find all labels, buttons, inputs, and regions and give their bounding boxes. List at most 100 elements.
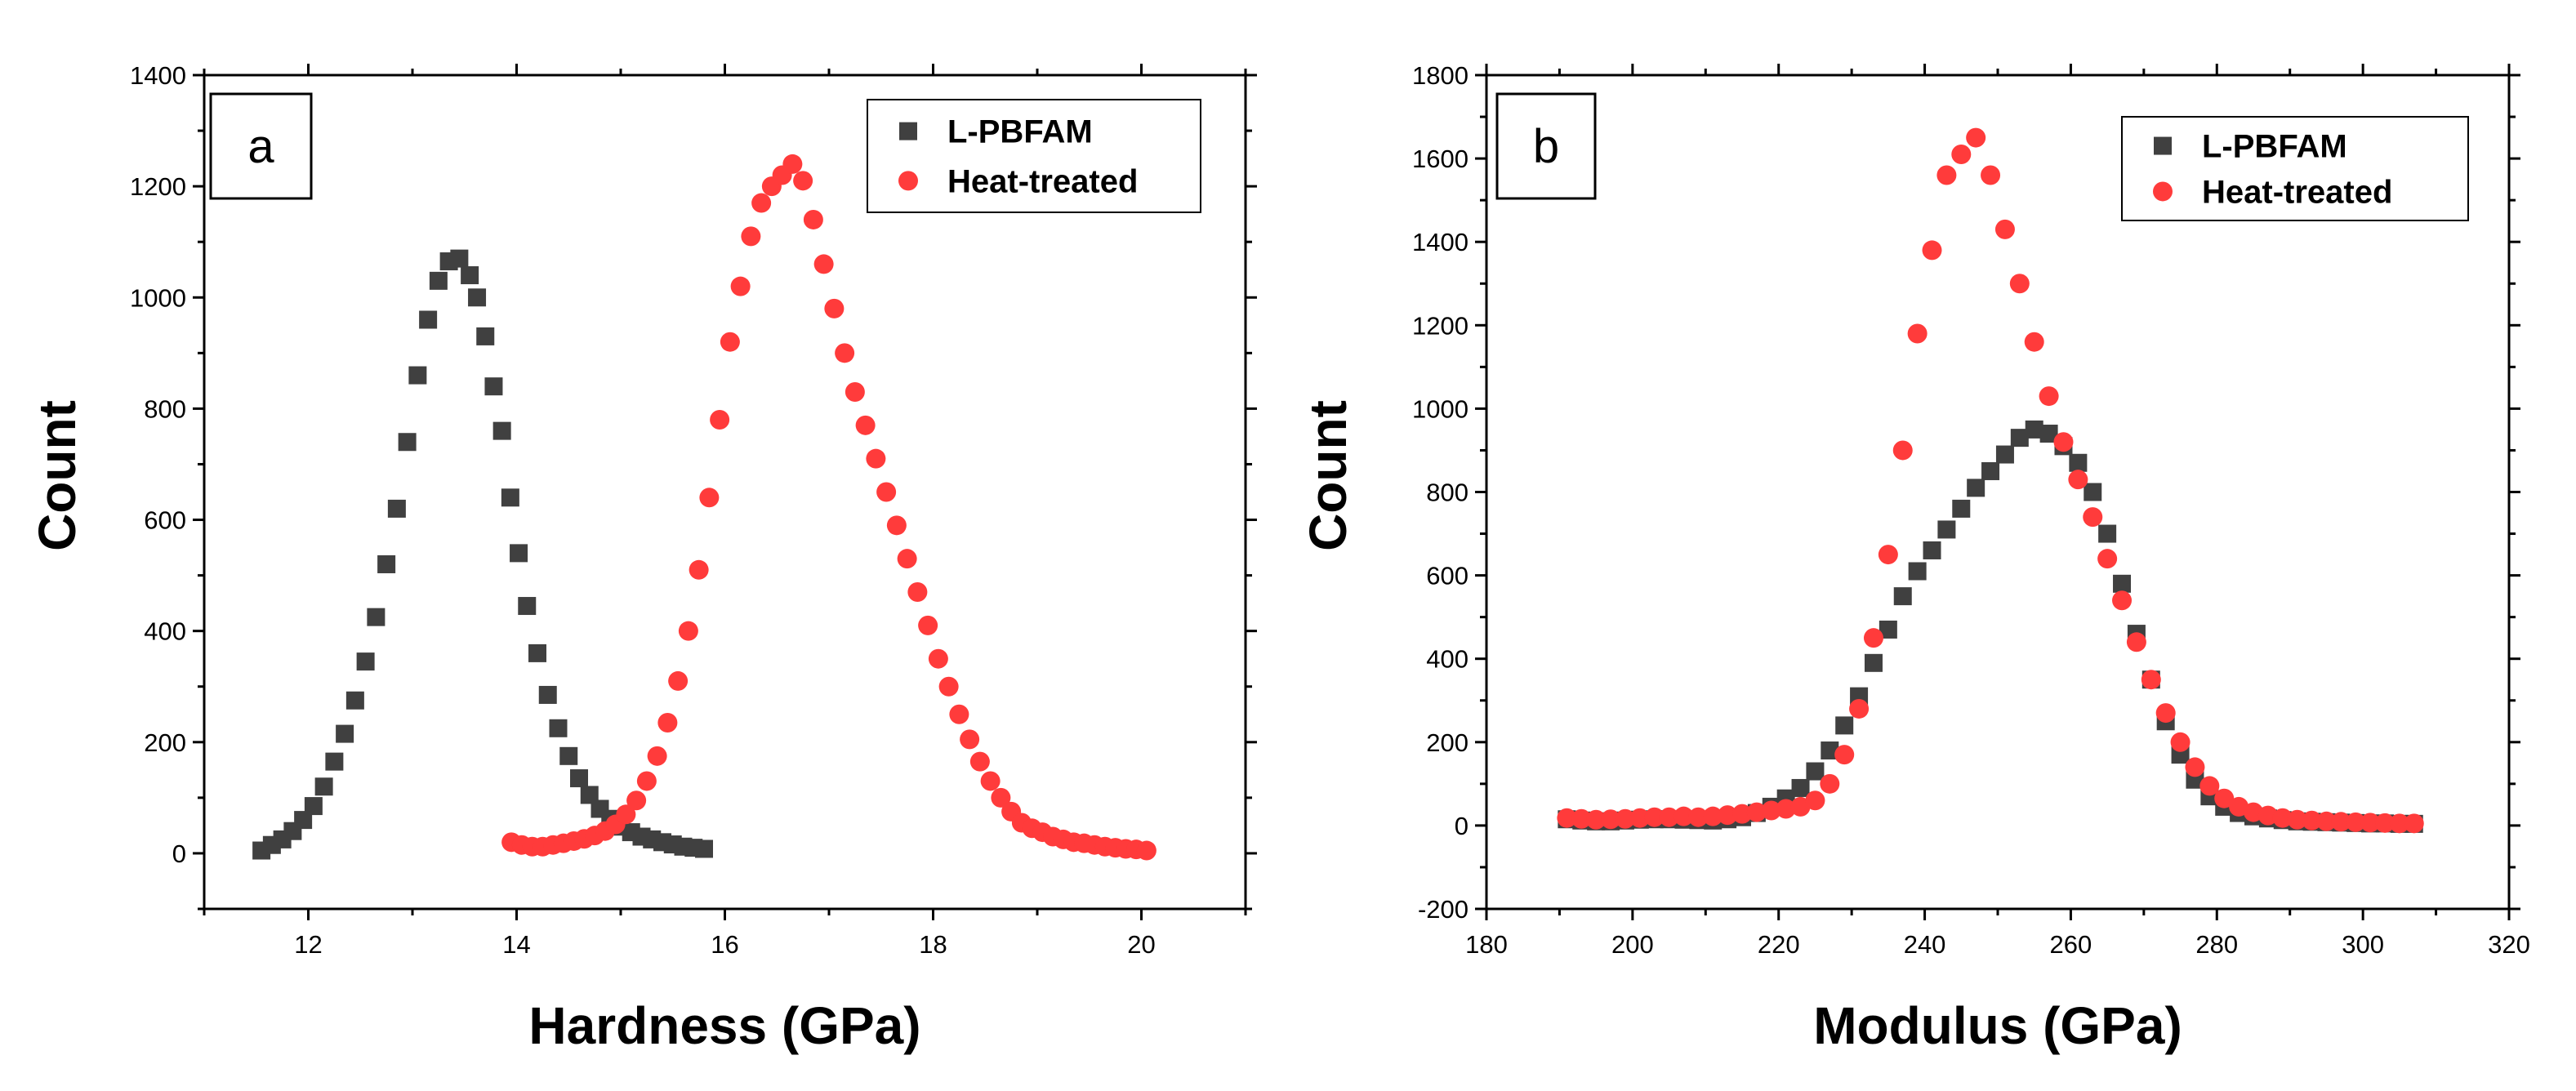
panel-a-series-l-pbfam (252, 249, 713, 860)
panel-b-point (1776, 799, 1796, 819)
panel-b-legend-label: Heat-treated (2202, 174, 2392, 210)
panel-a-point (835, 343, 855, 363)
panel-a-legend-label: L-PBFAM (947, 114, 1093, 150)
panel-a-x-tick-label: 12 (294, 930, 322, 959)
panel-b-point (1805, 790, 1825, 811)
panel-b-point (1907, 323, 1928, 344)
panel-b-point (2113, 574, 2132, 593)
panel-a-point (549, 719, 568, 737)
panel-b-point (2112, 590, 2133, 611)
panel-a-x-tick-label: 14 (502, 930, 530, 959)
panel-b-point (1849, 698, 1870, 719)
panel-b-ticks: 180 200 220 240 260 280 300 320 -200 0 200 400 600 80… (1412, 61, 2530, 959)
panel-b-point (2039, 386, 2059, 407)
panel-b-point (1981, 461, 2000, 480)
panel-b-point (2244, 802, 2263, 822)
panel-a-point (461, 266, 479, 285)
panel-a-legend-marker (898, 171, 918, 191)
panel-a-point (969, 751, 990, 772)
panel-b-x-tick-label: 280 (2195, 930, 2238, 959)
panel-b-point (1878, 545, 1898, 565)
panel-a-point (803, 209, 823, 229)
panel-b-point (2141, 670, 2161, 690)
panel-b-y-tick-label: 800 (1426, 479, 1468, 507)
panel-b-legend-marker (2153, 181, 2173, 202)
panel-a-point (559, 746, 578, 765)
panel-b-point (1923, 541, 1941, 559)
panel-a-point (1136, 840, 1157, 861)
panel-b-point (2097, 549, 2118, 569)
panel-b-point (1746, 802, 1767, 822)
panel-a-point (294, 811, 313, 830)
panel-b-point (2389, 813, 2409, 834)
panel-b-series-heat-treated (1557, 127, 2424, 834)
panel-b-y-tick-label: 0 (1455, 812, 1468, 840)
panel-a-point (960, 729, 980, 750)
panel-b-point (1994, 219, 2015, 239)
panel-b-y-tick-label: 1600 (1412, 145, 1468, 173)
panel-a-point (751, 193, 772, 213)
panel-a-point (699, 488, 720, 508)
panel-b-point (1732, 804, 1752, 824)
panel-a-point (813, 254, 834, 274)
panel-a-point (824, 298, 845, 318)
panel-b-point (1893, 587, 1912, 606)
panel-a-point (657, 712, 678, 733)
panel-a-point (492, 421, 511, 440)
panel-b-point (1952, 499, 1971, 518)
panel-a-point (636, 771, 657, 791)
panel-b-point (1937, 520, 1956, 539)
panel-a-y-tick-label: 0 (172, 839, 186, 868)
panel-a-point (580, 786, 599, 804)
panel-b-point (2068, 470, 2088, 490)
panel-a-point (429, 271, 448, 290)
panel-a-point (304, 797, 323, 816)
panel-b-point (1821, 741, 1839, 760)
panel-a-point (367, 608, 386, 626)
panel-a-legend-label: Heat-treated (947, 163, 1138, 199)
panel-b-point (1644, 807, 1665, 827)
panel-b-x-tick-label: 200 (1611, 930, 1654, 959)
panel-b-point (1981, 165, 2001, 185)
panel-a-x-tick-label: 20 (1127, 930, 1155, 959)
panel-b-point (2287, 809, 2307, 830)
panel-b-y-tick-label: 400 (1426, 645, 1468, 674)
panel-b-point (1834, 745, 1855, 765)
panel-a-y-tick-label: 1200 (130, 172, 186, 201)
panel-a-point (720, 332, 740, 352)
panel-a-point (377, 554, 396, 573)
panel-a-point (897, 549, 917, 569)
panel-b-point (1688, 807, 1709, 827)
panel-b-point (2024, 332, 2044, 352)
panel-a-point (793, 171, 813, 191)
panel-a-label-box: a (209, 92, 313, 200)
panel-b-point (1951, 144, 1972, 164)
panel-b-point (1615, 808, 1635, 829)
panel-a-point (886, 515, 907, 536)
panel-a-point (949, 704, 969, 724)
panel-b-point (1879, 620, 1897, 639)
panel-b-x-tick-label: 240 (1904, 930, 1946, 959)
panel-b-point (1892, 440, 1913, 461)
panel-a-point (991, 787, 1011, 808)
panel-a-point (907, 582, 928, 603)
panel-b-point (1718, 805, 1738, 826)
panel-b-point (1995, 445, 2014, 464)
panel-a-point (928, 648, 948, 669)
panel-a-point (450, 249, 469, 268)
panel-b-point (1790, 796, 1811, 817)
panel-a-point (689, 559, 709, 580)
panel-b-x-tick-label: 260 (2050, 930, 2092, 959)
panel-b-point (2039, 425, 2058, 443)
panel-a-legend: L-PBFAM Heat-treated (867, 99, 1201, 213)
panel-b-legend: L-PBFAM Heat-treated (2121, 116, 2469, 221)
panel-b-point (2374, 813, 2395, 833)
panel-b-data-points (1557, 127, 2424, 834)
panel-b-legend-box (2121, 116, 2469, 221)
panel-a-data-points (252, 154, 1157, 861)
panel-a-legend-marker (899, 122, 917, 140)
panel-a-point (510, 544, 528, 563)
